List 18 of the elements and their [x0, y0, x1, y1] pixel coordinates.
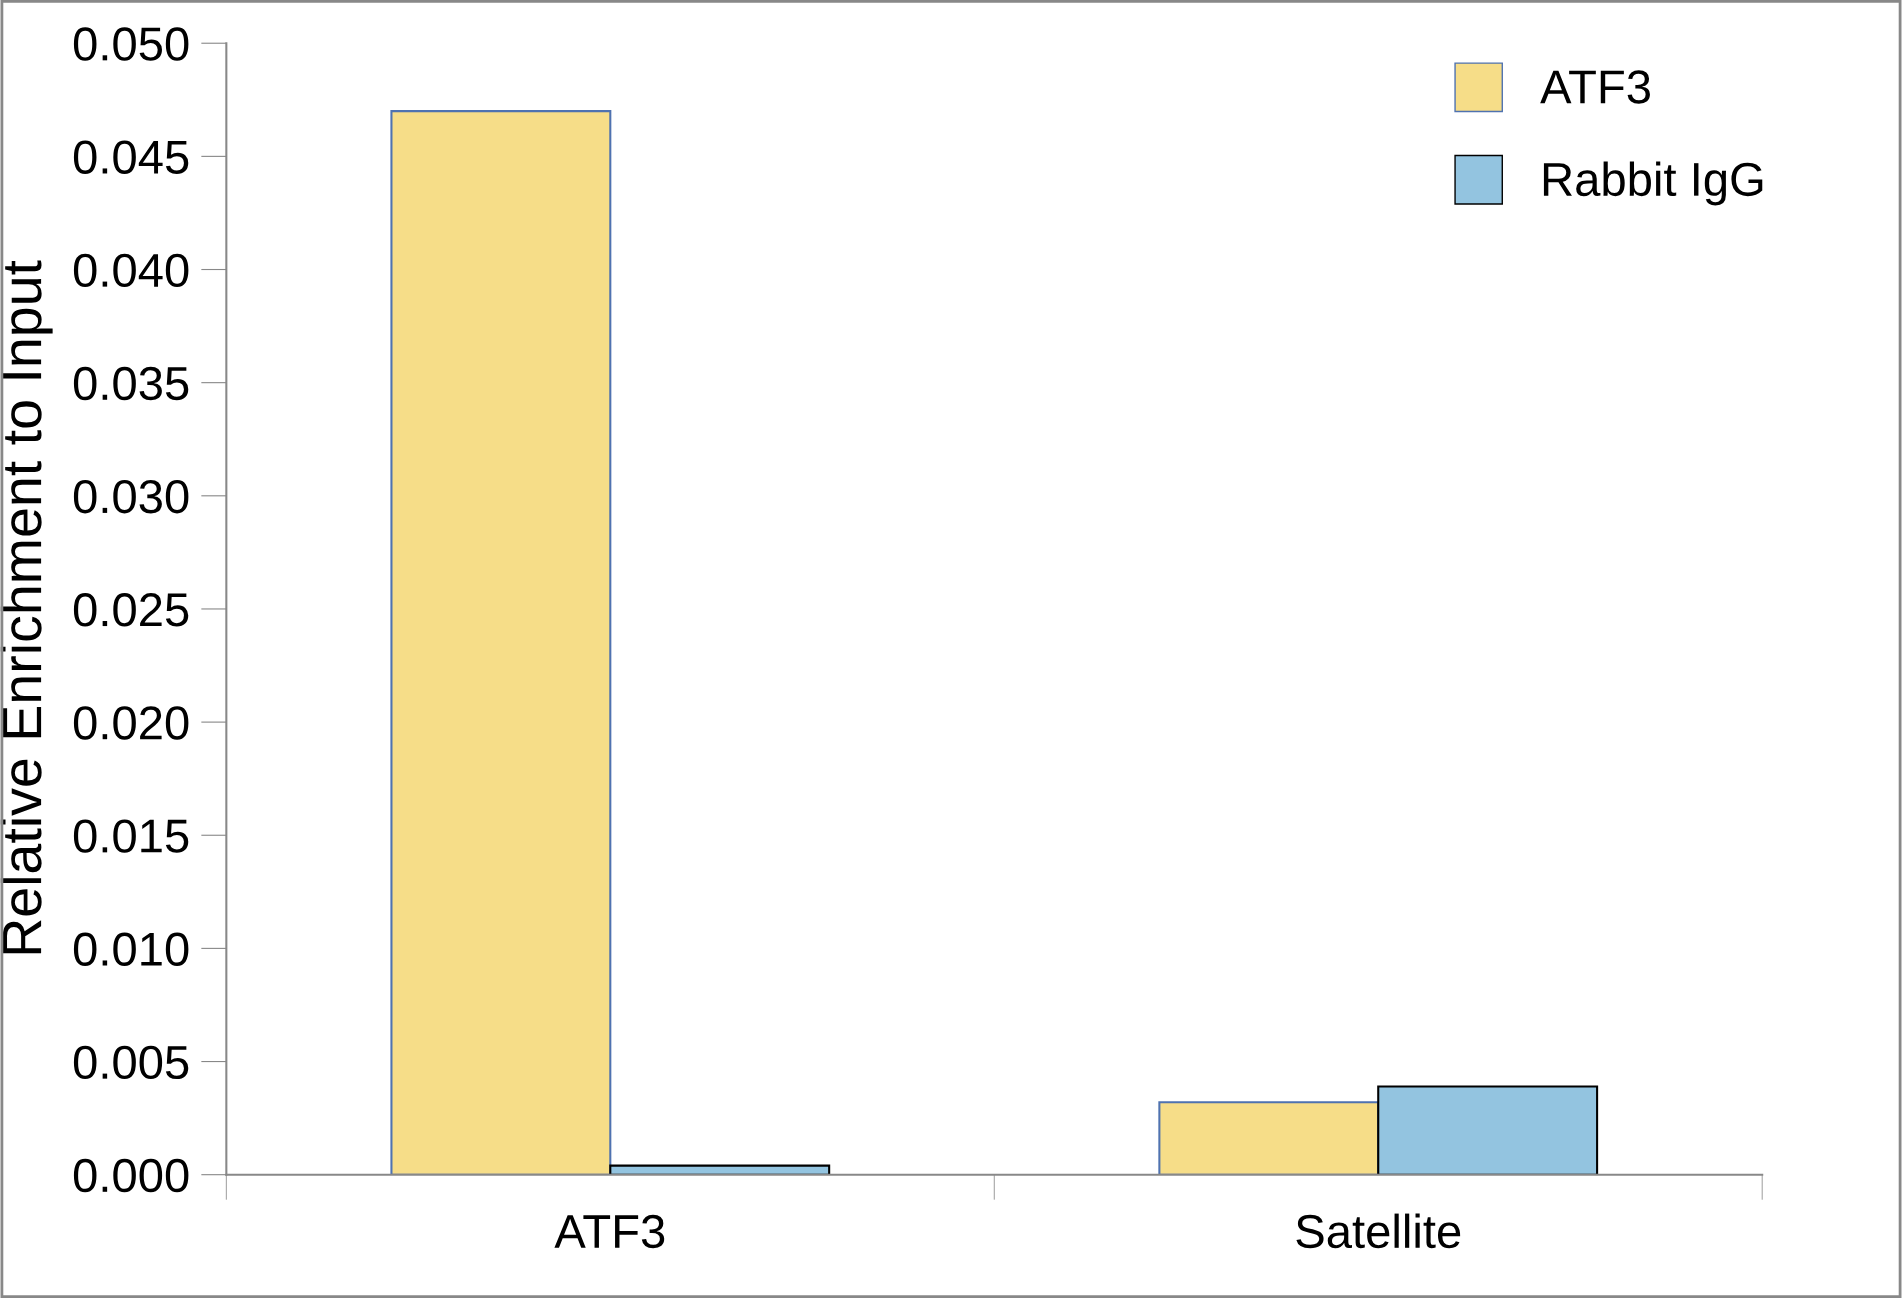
y-tick-label: 0.020 — [73, 706, 189, 740]
y-tick-label: 0.050 — [73, 27, 189, 61]
y-tick-label: 0.005 — [73, 1045, 189, 1080]
legend-label: ATF3 — [1540, 70, 1650, 104]
y-tick-label: 0.000 — [73, 1158, 189, 1193]
y-tick-label: 0.030 — [73, 479, 189, 514]
y-axis-title: Relative Enrichment to Input — [0, 260, 53, 954]
y-tick-label: 0.040 — [73, 253, 189, 288]
x-tick-label: Satellite — [1296, 1213, 1461, 1249]
y-tick-label: 0.035 — [73, 366, 189, 401]
y-tick-label: 0.045 — [73, 140, 189, 174]
y-tick-label: 0.015 — [73, 819, 189, 853]
y-tick-label: 0.025 — [73, 593, 189, 627]
bar — [1377, 1085, 1599, 1175]
y-tick-label: 0.010 — [73, 932, 189, 966]
bar — [390, 110, 612, 1175]
bar — [1158, 1101, 1380, 1175]
legend-label: Rabbit IgG — [1543, 161, 1763, 206]
